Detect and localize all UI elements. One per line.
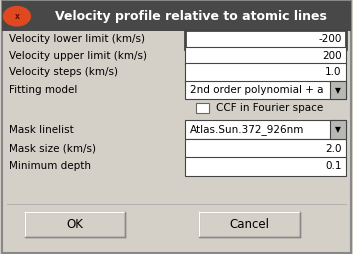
Text: Minimum depth: Minimum depth [9, 161, 91, 171]
Text: x: x [14, 12, 19, 21]
Text: 2.0: 2.0 [325, 144, 342, 154]
Bar [185, 46, 346, 65]
Bar [2, 1, 351, 31]
Text: ▼: ▼ [335, 125, 341, 134]
Text: Mask size (km/s): Mask size (km/s) [9, 144, 96, 154]
Bar [25, 212, 125, 237]
Text: CCF in Fourier space: CCF in Fourier space [216, 103, 323, 113]
Text: Cancel: Cancel [230, 218, 270, 231]
Text: Fitting model: Fitting model [9, 85, 77, 95]
Bar [185, 157, 346, 176]
Text: Velocity profile relative to atomic lines: Velocity profile relative to atomic line… [55, 10, 327, 23]
Text: OK: OK [67, 218, 83, 231]
Bar [185, 120, 346, 139]
Text: Velocity upper limit (km/s): Velocity upper limit (km/s) [9, 51, 147, 61]
Circle shape [4, 7, 30, 26]
Text: 1.0: 1.0 [325, 67, 342, 77]
Bar [185, 81, 346, 100]
Text: Atlas.Sun.372_926nm: Atlas.Sun.372_926nm [190, 124, 304, 135]
Text: -200: -200 [318, 34, 342, 44]
Text: 2nd order polynomial + a: 2nd order polynomial + a [190, 85, 323, 95]
Bar [185, 139, 346, 158]
Bar [196, 103, 209, 113]
Text: 200: 200 [322, 51, 342, 61]
Bar [330, 120, 346, 139]
Bar [330, 81, 346, 100]
Text: 0.1: 0.1 [325, 161, 342, 171]
Bar [199, 212, 300, 237]
Text: Velocity lower limit (km/s): Velocity lower limit (km/s) [9, 34, 145, 44]
Text: Mask linelist: Mask linelist [9, 124, 73, 135]
Bar [185, 30, 346, 49]
Text: ▼: ▼ [335, 86, 341, 95]
Bar [185, 63, 346, 82]
Text: Velocity steps (km/s): Velocity steps (km/s) [9, 67, 118, 77]
